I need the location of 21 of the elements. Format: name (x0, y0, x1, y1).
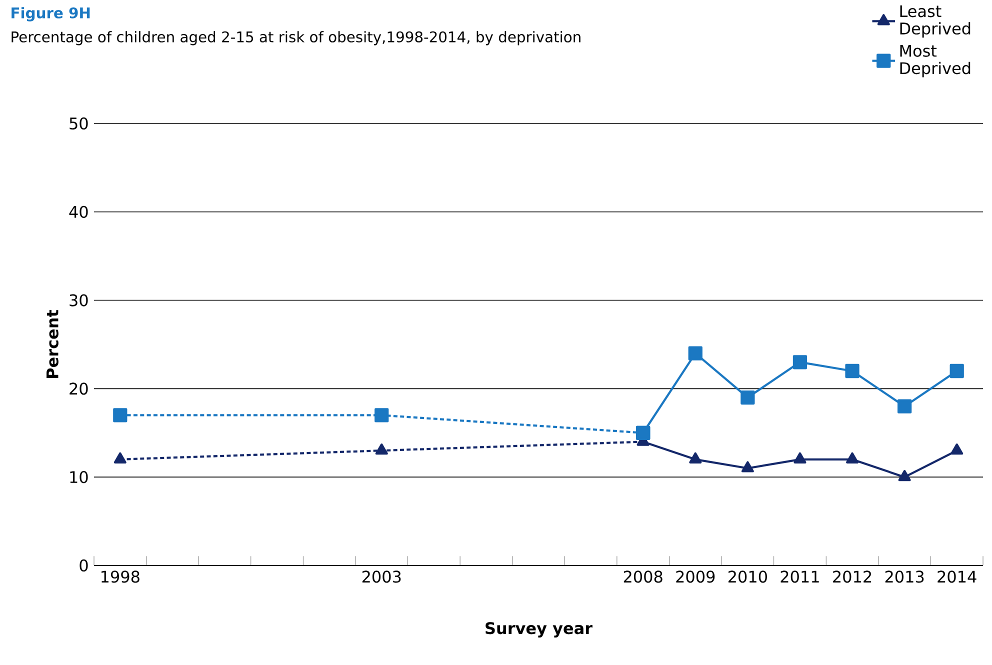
x-tick-label: 2008 (624, 570, 662, 583)
y-tick-label: 50 (70, 117, 88, 130)
y-tick-label: 10 (70, 470, 88, 483)
x-tick-label: 2011 (780, 570, 819, 583)
y-tick-label: 20 (70, 382, 88, 395)
x-tick-label: 2009 (676, 570, 715, 583)
y-tick-label: 40 (69, 206, 88, 218)
x-axis-title: Survey year (486, 622, 592, 638)
x-tick-label: 2003 (362, 570, 401, 583)
y-tick-label: 30 (70, 294, 88, 306)
x-tick-label: 1998 (102, 570, 140, 583)
legend-label: Least Deprived (900, 5, 970, 38)
legend-label: Most Deprived (900, 44, 970, 78)
x-tick-label: 2013 (885, 570, 924, 583)
x-tick-label: 2014 (938, 570, 976, 583)
chart-title: Figure 9H (12, 6, 90, 22)
x-tick-label: 2010 (728, 570, 767, 583)
x-tick-label: 2012 (833, 570, 872, 583)
y-axis-title: Percent (46, 310, 58, 378)
y-tick-label: 0 (80, 559, 88, 572)
chart-subtitle: Percentage of children aged 2-15 at risk of obesity,1998-2014, by deprivation (12, 30, 580, 46)
